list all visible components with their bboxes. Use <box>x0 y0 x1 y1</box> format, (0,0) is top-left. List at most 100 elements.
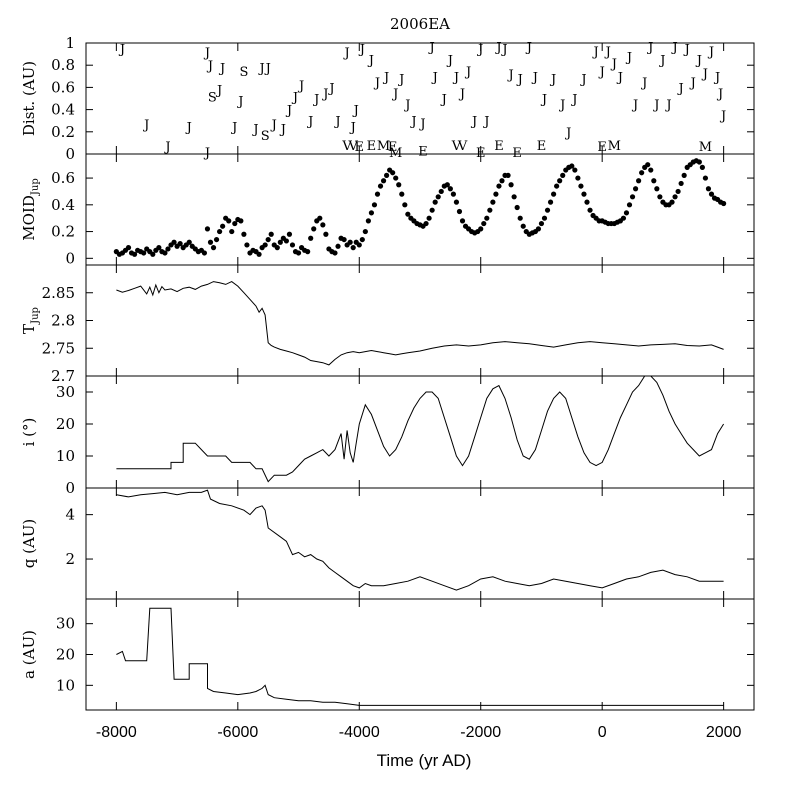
encounter-marker: E <box>367 139 377 154</box>
moid-point <box>384 172 390 178</box>
encounter-marker: J <box>701 67 708 82</box>
encounter-marker: J <box>683 43 690 58</box>
x-tick-label: -8000 <box>96 724 137 741</box>
encounter-marker: J <box>391 87 398 102</box>
encounter-marker: J <box>236 95 243 110</box>
moid-point <box>675 188 681 195</box>
y-tick-label: 0.6 <box>51 169 75 187</box>
encounter-marker: J <box>142 118 149 133</box>
encounter-marker: M <box>608 139 621 154</box>
moid-point <box>456 208 463 215</box>
panel-5: 2 4 q (AU) <box>20 487 755 600</box>
moid-point <box>632 186 639 192</box>
moid-point <box>380 178 387 184</box>
y-axis-title-main: MOID <box>20 195 38 241</box>
moid-point <box>581 191 587 197</box>
moid-point <box>186 239 192 245</box>
moid-point <box>651 178 657 184</box>
moid-point <box>277 239 283 245</box>
encounter-marker: V <box>451 139 462 154</box>
moid-point <box>171 239 177 245</box>
y-tick-label: 0.4 <box>51 196 75 214</box>
encounter-marker: J <box>285 104 292 119</box>
encounter-marker: J <box>343 46 350 61</box>
y-tick-label: 0.8 <box>51 56 75 74</box>
y-axis-title: q (AU) <box>20 519 38 569</box>
moid-point <box>295 250 302 256</box>
encounter-marker: J <box>452 70 459 85</box>
encounter-marker: J <box>321 87 328 102</box>
moid-point <box>393 175 399 181</box>
encounter-marker: J <box>297 79 304 94</box>
encounter-marker: S <box>261 129 270 144</box>
moid-point <box>286 231 293 237</box>
moid-point <box>125 245 132 251</box>
encounter-marker: J <box>531 70 538 85</box>
moid-point <box>268 231 274 237</box>
moid-point <box>332 250 338 256</box>
moid-point <box>350 245 356 251</box>
moid-point <box>311 226 317 232</box>
encounter-marker: J <box>476 43 483 58</box>
moid-point <box>371 202 378 208</box>
moid-point <box>359 236 365 243</box>
encounter-marker: J <box>279 122 286 137</box>
encounter-marker: J <box>658 54 665 69</box>
figure-title: 2006EA <box>390 15 450 33</box>
encounter-marker: J <box>312 93 319 108</box>
moid-point <box>678 180 684 187</box>
moid-point <box>538 220 545 227</box>
y-tick-label: 2.75 <box>42 339 75 357</box>
moid-point <box>560 172 566 178</box>
encounter-marker: J <box>591 45 598 60</box>
encounter-marker: J <box>352 104 359 119</box>
moid-point <box>481 220 487 227</box>
encounter-marker: J <box>564 126 571 141</box>
y-axis-title: Dist. (AU) <box>20 61 38 136</box>
y-axis-title: i (°) <box>20 418 38 447</box>
moid-point <box>308 235 314 241</box>
encounter-marker: J <box>516 73 523 88</box>
moid-point <box>572 167 578 173</box>
y-tick-label: 0.6 <box>51 78 75 96</box>
encounter-marker: J <box>610 57 617 72</box>
encounter-marker: J <box>631 98 638 113</box>
moid-point <box>238 218 244 224</box>
encounter-marker: J <box>418 117 425 132</box>
moid-point <box>657 194 663 200</box>
encounter-marker: S <box>239 65 248 80</box>
moid-point <box>696 159 702 165</box>
encounter-marker: J <box>230 120 237 135</box>
moid-point <box>207 239 214 245</box>
encounter-marker: E <box>597 140 607 155</box>
moid-point <box>141 250 147 256</box>
moid-point <box>150 251 156 257</box>
y-axis-title: a (AU) <box>20 630 38 679</box>
encounter-marker: E <box>418 145 428 160</box>
x-tick-label: -4000 <box>339 724 380 741</box>
encounter-marker: J <box>185 120 192 135</box>
moid-point <box>241 231 247 237</box>
encounter-marker: J <box>206 59 213 74</box>
moid-point <box>721 200 727 207</box>
encounter-marker: J <box>215 84 222 99</box>
encounter-marker: E <box>512 146 522 161</box>
moid-point <box>320 222 326 228</box>
y-tick-label: 2 <box>65 550 75 568</box>
moid-point <box>335 243 341 249</box>
moid-point <box>377 183 384 189</box>
moid-point <box>405 211 411 217</box>
encounter-marker: J <box>525 40 532 55</box>
moid-point <box>217 228 223 235</box>
encounter-marker: J <box>716 87 723 102</box>
moid-point <box>478 226 484 232</box>
y-tick-label: 0.2 <box>51 123 75 141</box>
encounter-marker: J <box>382 70 389 85</box>
moid-point <box>623 210 630 216</box>
moid-point <box>547 199 554 205</box>
encounter-marker: J <box>397 73 404 88</box>
moid-point <box>165 246 171 252</box>
y-tick-label: 0.2 <box>51 223 75 241</box>
x-axis-title: Time (yr AD) <box>377 751 472 770</box>
